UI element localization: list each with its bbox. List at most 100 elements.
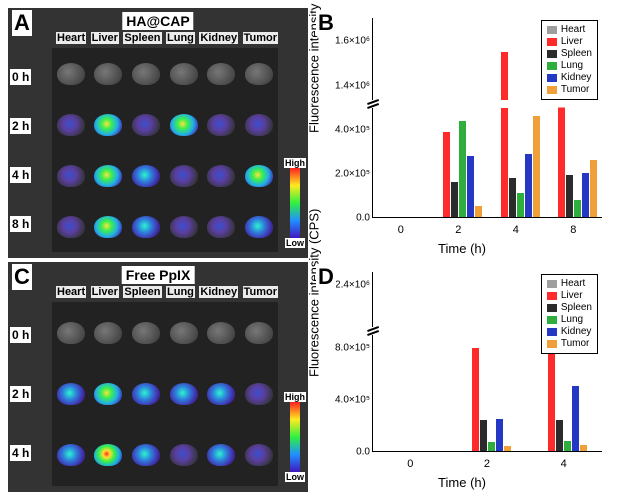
column-header: Kidney [199, 286, 238, 298]
bar [472, 348, 479, 451]
legend-label: Tumor [561, 338, 590, 350]
organ-image [245, 444, 273, 466]
organ-image [245, 383, 273, 405]
x-tick-label: 0 [407, 458, 413, 470]
panel-a-row-labels: 0 h2 h4 h8 h [10, 52, 31, 248]
y-tick-label: 1.6×10⁶ [335, 35, 370, 46]
organ-image [207, 444, 235, 466]
bar [582, 173, 589, 217]
panel-a-label: A [12, 10, 32, 36]
legend-item: Liver [547, 290, 592, 302]
legend-label: Lung [561, 60, 583, 72]
bar [572, 386, 579, 451]
column-header: Spleen [123, 286, 161, 298]
panel-b: B HeartLiverSpleenLungKidneyTumor Fluore… [312, 8, 612, 258]
legend-swatch [547, 26, 557, 34]
legend-item: Spleen [547, 48, 592, 60]
bar [556, 420, 563, 451]
legend-swatch [547, 292, 557, 300]
column-header: Lung [166, 286, 195, 298]
colorbar-high-label: High [284, 158, 306, 168]
legend-swatch [547, 328, 557, 336]
organ-image [170, 444, 198, 466]
column-header: Liver [91, 286, 119, 298]
x-tick-label: 8 [570, 224, 576, 236]
bar [504, 446, 511, 451]
organ-image [94, 322, 122, 344]
organ-image [245, 114, 273, 136]
y-tick-label: 0.0 [356, 447, 370, 458]
panel-a-image-area [52, 48, 278, 252]
organ-image [170, 383, 198, 405]
bar-group [464, 272, 511, 451]
panel-b-xticks: 0248 [372, 224, 602, 236]
organ-image [170, 114, 198, 136]
bar [509, 178, 516, 217]
legend-item: Lung [547, 314, 592, 326]
legend-swatch [547, 38, 557, 46]
panel-b-yticks: 0.02.0×10⁵4.0×10⁵1.4×10⁶1.6×10⁶ [330, 18, 370, 218]
legend-label: Kidney [561, 72, 592, 84]
colorbar-low-label: Low [285, 472, 305, 482]
organ-image [170, 165, 198, 187]
column-header: Kidney [199, 32, 238, 44]
organ-row [52, 302, 278, 363]
legend-swatch [547, 340, 557, 348]
legend-label: Tumor [561, 84, 590, 96]
legend-swatch [547, 304, 557, 312]
legend-item: Tumor [547, 84, 592, 96]
y-tick-label: 0.0 [356, 213, 370, 224]
column-header: Tumor [243, 32, 278, 44]
organ-image [207, 63, 235, 85]
panel-b-label: B [316, 10, 336, 36]
panel-b-xlabel: Time (h) [438, 241, 486, 256]
axis-break [367, 100, 379, 108]
organ-image [207, 114, 235, 136]
organ-image [94, 216, 122, 238]
row-label: 2 h [10, 118, 31, 134]
bar-group [493, 18, 540, 217]
bar-group [388, 272, 435, 451]
organ-image [207, 322, 235, 344]
colorbar-gradient [290, 168, 300, 238]
organ-image [170, 216, 198, 238]
legend-label: Liver [561, 290, 583, 302]
organ-image [57, 383, 85, 405]
x-tick-label: 0 [398, 224, 404, 236]
organ-row [52, 425, 278, 486]
organ-image [57, 63, 85, 85]
bar [451, 182, 458, 217]
y-tick-label: 8.0×10⁵ [335, 343, 370, 354]
organ-image [245, 322, 273, 344]
panel-a-colorbar: High Low [284, 158, 306, 248]
bar [590, 160, 597, 217]
legend-item: Heart [547, 24, 592, 36]
bar [488, 442, 495, 451]
colorbar-gradient [290, 402, 300, 472]
legend-swatch [547, 50, 557, 58]
organ-image [94, 165, 122, 187]
organ-image [170, 63, 198, 85]
bar [525, 154, 532, 217]
legend-item: Heart [547, 278, 592, 290]
bar [480, 420, 487, 451]
y-tick-label: 4.0×10⁵ [335, 125, 370, 136]
organ-image [132, 383, 160, 405]
column-header: Heart [56, 32, 86, 44]
row-label: 2 h [10, 386, 31, 402]
panel-d-yticks: 0.04.0×10⁵8.0×10⁵2.4×10⁶ [330, 272, 370, 452]
panel-d-xlabel: Time (h) [438, 475, 486, 490]
panel-b-legend: HeartLiverSpleenLungKidneyTumor [541, 20, 598, 100]
organ-image [57, 444, 85, 466]
organ-row [52, 363, 278, 424]
panel-c-title: Free PpIX [122, 266, 195, 284]
column-header: Liver [91, 32, 119, 44]
x-tick-label: 4 [513, 224, 519, 236]
legend-swatch [547, 86, 557, 94]
organ-row [52, 201, 278, 252]
organ-row [52, 48, 278, 99]
panel-a: A HA@CAP HeartLiverSpleenLungKidneyTumor… [8, 8, 308, 258]
organ-image [207, 216, 235, 238]
legend-label: Heart [561, 278, 585, 290]
bar [467, 156, 474, 217]
